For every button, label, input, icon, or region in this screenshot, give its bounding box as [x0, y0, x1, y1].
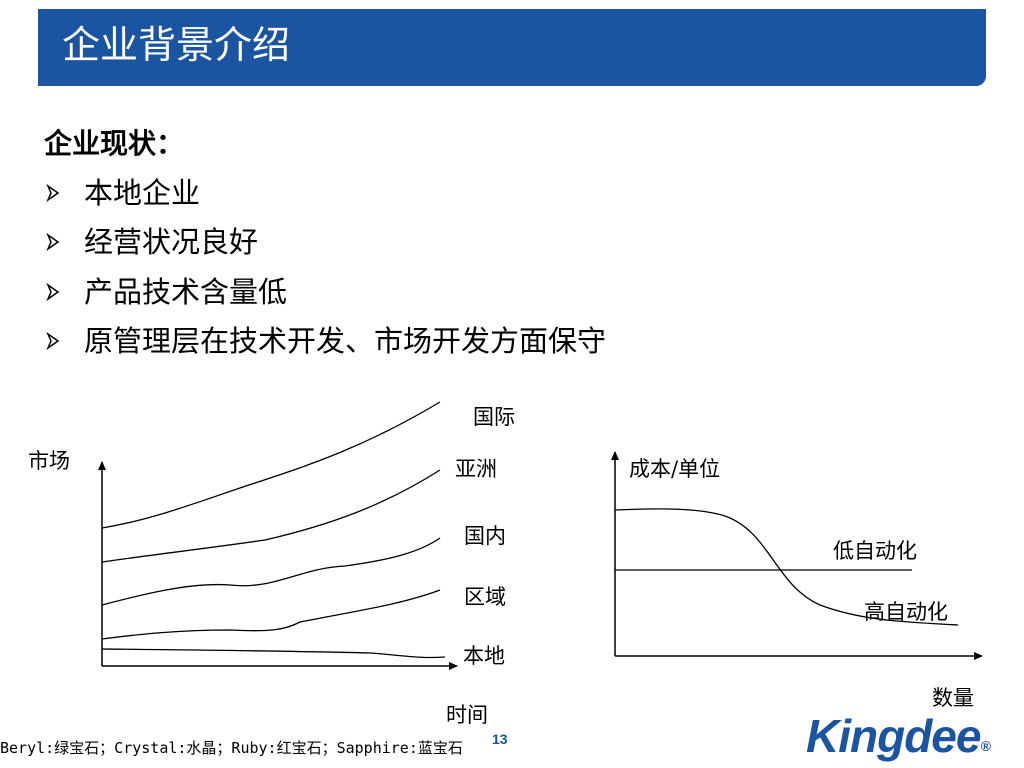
bullet-text: 本地企业 [84, 176, 201, 210]
label-local: 本地 [463, 644, 505, 668]
bullet-text: 原管理层在技术开发、市场开发方面保守 [84, 324, 607, 358]
chevron-right-icon [46, 282, 60, 302]
registered-mark: ® [980, 738, 990, 754]
left-x-axis-label: 时间 [446, 703, 488, 727]
curve-regional [101, 589, 441, 640]
page-number: 13 [492, 731, 508, 747]
footer-note: Beryl:绿宝石；Crystal:水晶；Ruby:红宝石；Sapphire:蓝… [0, 739, 463, 757]
curve-high-automation [614, 508, 959, 626]
label-domestic: 国内 [464, 524, 506, 548]
curve-asia [101, 469, 441, 563]
label-regional: 区域 [464, 585, 506, 609]
label-high-automation: 高自动化 [864, 600, 948, 624]
right-x-axis-label: 数量 [932, 686, 974, 710]
kingdee-logo: Kingdee® [806, 708, 991, 764]
label-asia: 亚洲 [455, 457, 497, 481]
label-low-automation: 低自动化 [833, 539, 917, 563]
label-international: 国际 [473, 405, 515, 429]
left-y-axis-label: 市场 [28, 449, 70, 473]
chevron-right-icon [46, 232, 60, 252]
curve-local [101, 648, 446, 659]
logo-text: Kingdee [806, 710, 981, 762]
right-y-axis-label: 成本/单位 [629, 457, 721, 481]
curve-international [101, 401, 441, 529]
page-title: 企业背景介绍 [62, 23, 291, 67]
chevron-right-icon [46, 183, 60, 203]
curve-domestic [101, 537, 441, 606]
bullet-text: 经营状况良好 [84, 225, 259, 259]
chevron-right-icon [46, 331, 60, 351]
bullet-text: 产品技术含量低 [84, 275, 288, 309]
status-heading: 企业现状： [44, 127, 185, 160]
title-bar [38, 9, 986, 86]
